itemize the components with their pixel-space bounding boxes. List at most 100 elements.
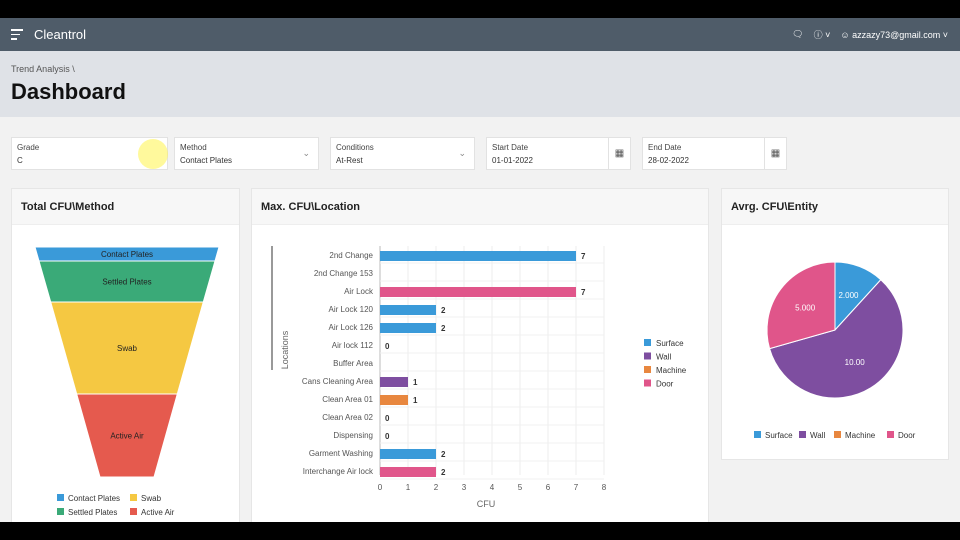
chevron-down-icon: ⌄: [458, 148, 466, 158]
funnel-label-swab: Swab: [117, 344, 138, 353]
legend-swatch: [130, 508, 137, 515]
x-tick-label: 4: [490, 483, 495, 492]
legend-label-surface: Surface: [765, 431, 793, 440]
bar-air-lock-120: [380, 305, 436, 315]
legend-swatch: [57, 508, 64, 515]
legend-label-machine: Machine: [845, 431, 876, 440]
field-value: 28-02-2022: [648, 156, 689, 165]
user-icon: ☺: [840, 29, 850, 40]
card-title: Total CFU\Method: [12, 189, 239, 225]
start-date-field[interactable]: Start Date 01-01-2022 ▦: [486, 137, 631, 170]
field-label: Start Date: [492, 143, 529, 152]
breadcrumb-separator: \: [72, 64, 75, 74]
x-tick-label: 8: [602, 483, 607, 492]
x-tick-label: 0: [378, 483, 383, 492]
legend-swatch: [834, 431, 841, 438]
y-axis-title: Locations: [280, 330, 290, 369]
top-header: Cleantrol 🗨 ⓘ ˅ ☺ azzazy73@gmail.com ˅: [0, 18, 960, 51]
page-title: Dashboard: [11, 79, 126, 104]
bar-chart: 0 1 2 3 4 5 6 7 8 2nd Change 7 2nd Change 153 Air Lo…: [271, 246, 687, 509]
pie-data-label: 10.00: [845, 358, 866, 367]
field-label: End Date: [648, 143, 682, 152]
method-select[interactable]: Method Contact Plates ⌄: [174, 137, 319, 170]
x-tick-label: 7: [574, 483, 579, 492]
pie-data-label: 5.000: [795, 303, 816, 312]
field-value: 01-01-2022: [492, 156, 533, 165]
legend-swatch: [799, 431, 806, 438]
y-tick-label: Air Lock 120: [329, 305, 374, 314]
legend-label-active-air: Active Air: [141, 508, 175, 517]
breadcrumb-trend-analysis[interactable]: Trend Analysis: [11, 64, 70, 74]
conditions-select[interactable]: Conditions At-Rest ⌄: [330, 137, 475, 170]
funnel-segment-active-air: [76, 393, 178, 478]
data-label: 2: [441, 468, 446, 477]
y-tick-label: Cans Cleaning Area: [302, 377, 374, 386]
legend-label-door: Door: [656, 380, 674, 389]
legend-label-settled-plates: Settled Plates: [68, 508, 117, 517]
x-tick-label: 1: [406, 483, 411, 492]
legend-swatch: [644, 339, 651, 346]
legend-swatch: [130, 494, 137, 501]
end-date-field[interactable]: End Date 28-02-2022 ▦: [642, 137, 787, 170]
bar-interchange-air-lock: [380, 467, 436, 477]
pie-card: Avrg. CFU\Entity 2.000 10.00 5.000 Surface W…: [721, 188, 949, 460]
y-tick-label: Dispensing: [333, 431, 373, 440]
x-tick-label: 3: [462, 483, 467, 492]
funnel-label-active-air: Active Air: [110, 432, 144, 441]
data-label: 2: [441, 324, 446, 333]
legend-label-swab: Swab: [141, 494, 162, 503]
bar-cans-cleaning-area: [380, 377, 408, 387]
card-title: Max. CFU\Location: [252, 189, 708, 225]
app-name[interactable]: Cleantrol: [34, 27, 87, 42]
bar-2nd-change: [380, 251, 576, 261]
bar-garment-washing: [380, 449, 436, 459]
y-tick-label: Air Lock: [344, 287, 374, 296]
data-label: 0: [385, 342, 390, 351]
user-email: azzazy73@gmail.com: [852, 29, 941, 40]
data-label: 1: [413, 396, 418, 405]
breadcrumb: Trend Analysis \: [11, 64, 75, 74]
pie-slice-door: [766, 261, 836, 350]
x-axis-title: CFU: [477, 499, 496, 509]
cursor-highlight: [138, 139, 168, 169]
y-tick-label: 2nd Change 153: [314, 269, 374, 278]
menu-icon[interactable]: [11, 29, 23, 43]
data-label: 2: [441, 450, 446, 459]
field-value: C: [17, 156, 23, 165]
legend-swatch: [887, 431, 894, 438]
breadcrumb-bar: Trend Analysis \ Dashboard: [0, 51, 960, 117]
field-value: Contact Plates: [180, 156, 233, 165]
funnel-card: Total CFU\Method Contact Plates Settled P…: [11, 188, 240, 522]
bar-air-lock-126: [380, 323, 436, 333]
user-menu[interactable]: ☺ azzazy73@gmail.com ˅: [840, 29, 948, 40]
legend-swatch: [644, 366, 651, 373]
data-label: 0: [385, 432, 390, 441]
app: Cleantrol 🗨 ⓘ ˅ ☺ azzazy73@gmail.com ˅ T…: [0, 18, 960, 522]
data-label: 7: [581, 288, 586, 297]
legend-swatch: [57, 494, 64, 501]
field-value: At-Rest: [336, 156, 363, 165]
legend-label-machine: Machine: [656, 366, 687, 375]
chevron-down-icon: ⌄: [302, 148, 310, 158]
data-label: 7: [581, 252, 586, 261]
calendar-icon[interactable]: ▦: [608, 138, 630, 169]
pie-chart: 2.000 10.00 5.000 Surface Wall Machine Door: [754, 261, 916, 440]
legend-label-wall: Wall: [810, 431, 825, 440]
y-tick-label: Buffer Area: [333, 359, 373, 368]
y-tick-label: Air lock 112: [332, 341, 374, 350]
y-tick-label: Air Lock 126: [329, 323, 374, 332]
y-tick-label: Clean Area 02: [322, 413, 373, 422]
y-tick-label: Garment Washing: [309, 449, 373, 458]
x-tick-label: 5: [518, 483, 523, 492]
calendar-icon[interactable]: ▦: [764, 138, 786, 169]
legend-label-surface: Surface: [656, 339, 684, 348]
legend-label-door: Door: [898, 431, 916, 440]
y-tick-label: Clean Area 01: [322, 395, 373, 404]
help-icon[interactable]: ⓘ ˅: [813, 30, 831, 40]
funnel-chart: Contact Plates Settled Plates Swab Active A…: [34, 246, 220, 517]
y-tick-label: Interchange Air lock: [303, 467, 374, 476]
chat-icon[interactable]: 🗨: [792, 29, 804, 39]
x-tick-label: 2: [434, 483, 439, 492]
data-label: 0: [385, 414, 390, 423]
field-label: Grade: [17, 143, 40, 152]
